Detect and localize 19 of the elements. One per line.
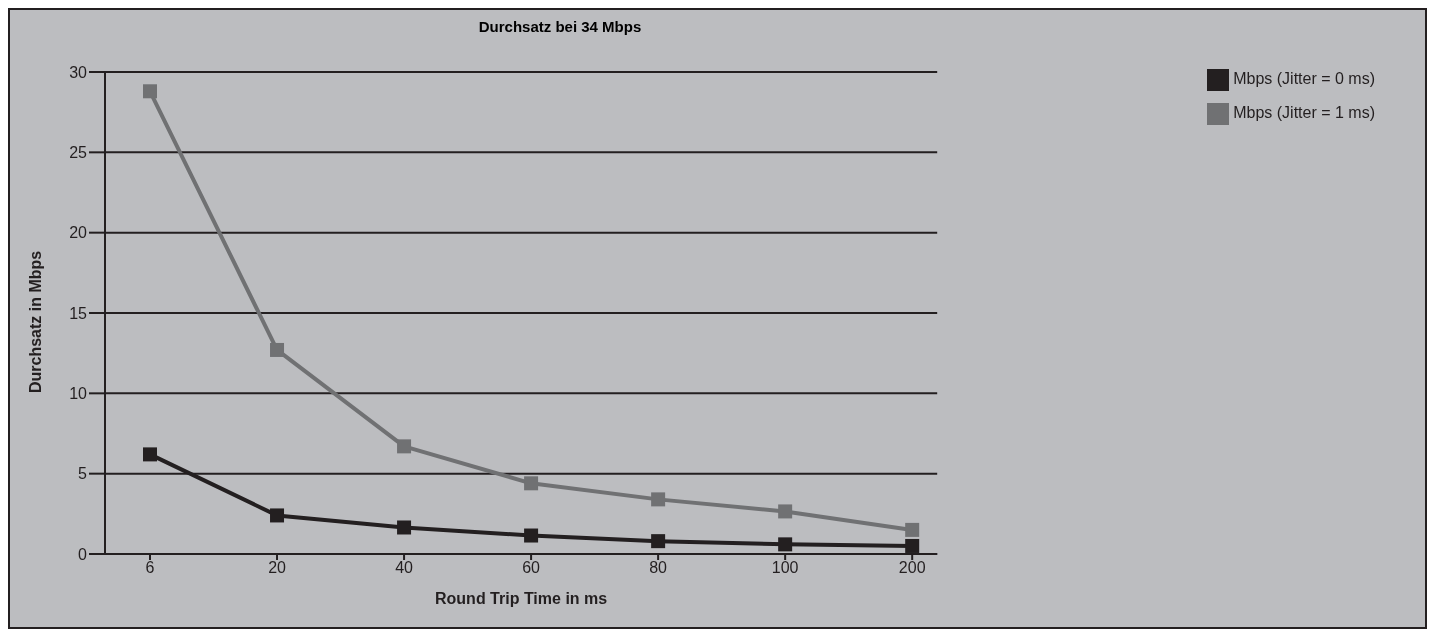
y-tick-label: 0 <box>78 545 88 563</box>
y-tick-label: 30 <box>69 63 88 81</box>
x-tick-label: 20 <box>268 559 287 577</box>
legend-label: Mbps (Jitter = 0 ms) <box>1233 70 1375 87</box>
x-tick-label: 80 <box>649 559 668 577</box>
x-tick-label: 60 <box>522 559 541 577</box>
y-tick-label: 15 <box>69 304 88 322</box>
x-tick-label: 40 <box>395 559 414 577</box>
y-tick-label: 5 <box>78 465 88 483</box>
y-tick-label: 10 <box>69 385 88 403</box>
x-axis-title: Round Trip Time in ms <box>435 590 608 607</box>
y-tick-label: 20 <box>69 224 88 242</box>
chart-title: Durchsatz bei 34 Mbps <box>477 18 643 35</box>
x-tick-label: 200 <box>898 559 926 577</box>
x-tick-label: 100 <box>771 559 799 577</box>
legend-label: Mbps (Jitter = 1 ms) <box>1233 104 1375 121</box>
y-tick-label: 25 <box>69 144 88 162</box>
x-tick-label: 6 <box>145 559 155 577</box>
y-axis-title: Durchsatz in Mbps <box>26 250 44 393</box>
